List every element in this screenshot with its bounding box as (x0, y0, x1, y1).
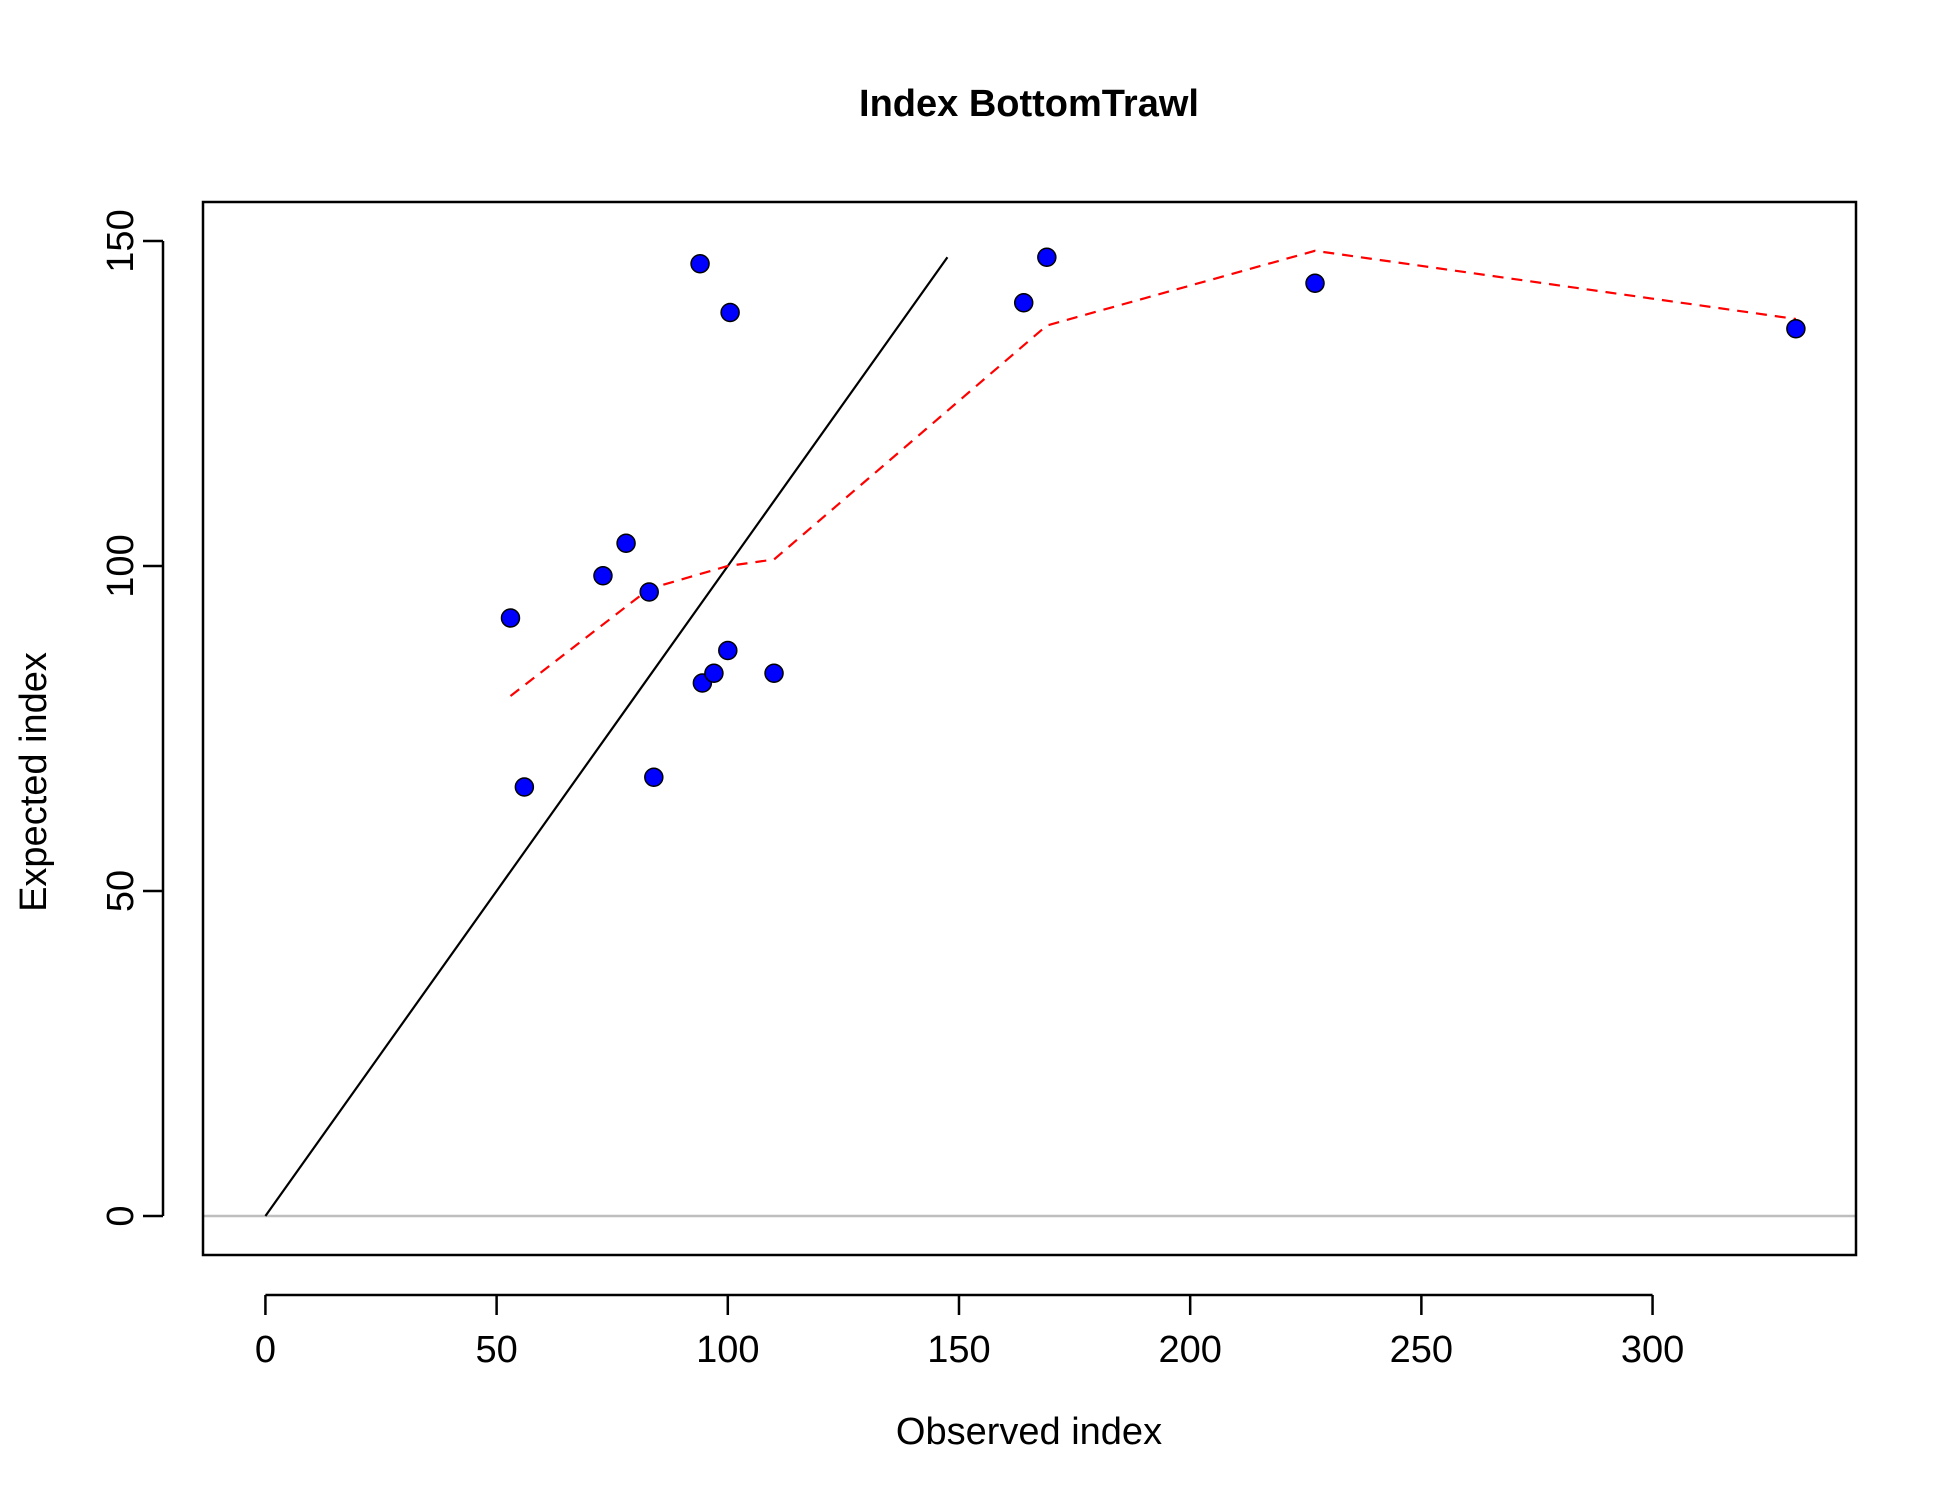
x-tick-label-50: 50 (475, 1329, 517, 1371)
plot-frame (201, 200, 1858, 1257)
data-point-6 (644, 767, 664, 787)
data-point-11 (720, 302, 740, 323)
data-point-1 (500, 608, 521, 628)
x-tick-label-100: 100 (696, 1329, 759, 1371)
data-point-13 (1013, 293, 1034, 313)
y-tick-label-0: 0 (100, 1205, 142, 1226)
identity-line (264, 256, 949, 1217)
y-tick-label-100: 100 (100, 534, 142, 597)
x-tick-label-0: 0 (255, 1329, 276, 1371)
data-point-3 (593, 566, 613, 586)
data-point-16 (1786, 319, 1806, 339)
x-tick-label-250: 250 (1390, 1329, 1453, 1371)
data-point-9 (704, 663, 724, 683)
x-tick-label-150: 150 (927, 1329, 990, 1371)
y-tick-label-150: 150 (100, 209, 142, 272)
data-point-15 (1305, 273, 1325, 293)
data-point-14 (1037, 247, 1057, 267)
y-tick-label-50: 50 (100, 870, 142, 912)
smoother-line (509, 249, 1797, 697)
x-tick-label-300: 300 (1621, 1329, 1684, 1371)
x-tick-label-200: 200 (1158, 1329, 1221, 1371)
x-axis-label: Observed index (896, 1411, 1162, 1453)
plot-area: 0 50 100 150 200 250 300 0 50 100 150 (100, 200, 1858, 1371)
data-point-2 (514, 777, 535, 797)
data-point-4 (616, 533, 636, 553)
data-point-5 (639, 582, 659, 602)
y-axis-label: Expected index (13, 652, 55, 912)
data-point-7 (690, 254, 710, 274)
data-point-10 (718, 640, 738, 661)
data-point-12 (764, 663, 784, 683)
chart-title: Index BottomTrawl (859, 83, 1199, 125)
